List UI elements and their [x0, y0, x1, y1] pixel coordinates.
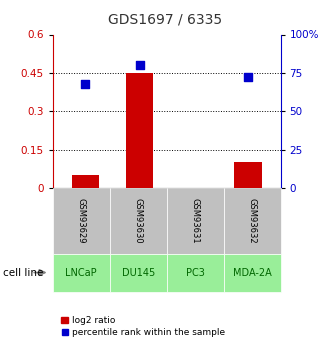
- Text: GSM93630: GSM93630: [134, 198, 143, 244]
- Text: GSM93631: GSM93631: [191, 198, 200, 244]
- Legend: log2 ratio, percentile rank within the sample: log2 ratio, percentile rank within the s…: [57, 313, 228, 341]
- Bar: [72, 175, 99, 188]
- Text: GDS1697 / 6335: GDS1697 / 6335: [108, 12, 222, 26]
- Text: cell line: cell line: [3, 268, 44, 277]
- Bar: [126, 73, 153, 188]
- Text: GSM93632: GSM93632: [248, 198, 256, 244]
- Point: [137, 62, 142, 68]
- Bar: [234, 162, 261, 188]
- Text: GSM93629: GSM93629: [77, 198, 86, 244]
- Point: [245, 75, 250, 80]
- Text: MDA-2A: MDA-2A: [233, 268, 271, 277]
- Text: LNCaP: LNCaP: [65, 268, 97, 277]
- Text: DU145: DU145: [121, 268, 155, 277]
- Point: [83, 81, 88, 86]
- Text: PC3: PC3: [186, 268, 205, 277]
